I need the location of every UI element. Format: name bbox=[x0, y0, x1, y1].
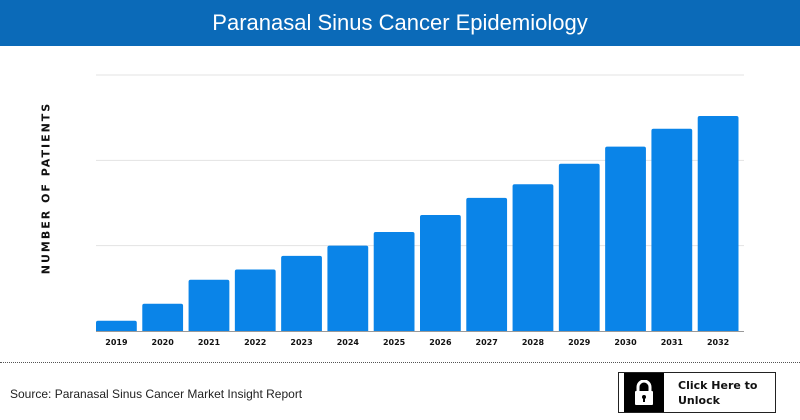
x-tick-label: 2021 bbox=[198, 338, 221, 347]
unlock-button[interactable]: Click Here to Unlock bbox=[618, 372, 776, 413]
bar bbox=[281, 255, 322, 331]
x-tick-label: 2022 bbox=[244, 338, 266, 347]
bar bbox=[512, 184, 554, 331]
bar bbox=[96, 320, 137, 331]
bar bbox=[466, 197, 508, 331]
bar bbox=[234, 269, 276, 331]
chart-title-banner: Paranasal Sinus Cancer Epidemiology bbox=[0, 0, 800, 46]
unlock-label: Click Here to Unlock bbox=[678, 378, 758, 407]
x-tick-label: 2030 bbox=[614, 338, 637, 347]
divider bbox=[0, 362, 800, 363]
x-tick-label: 2025 bbox=[383, 338, 406, 347]
x-tick-label: 2019 bbox=[105, 338, 128, 347]
bar bbox=[420, 214, 461, 331]
bar bbox=[188, 279, 230, 331]
x-tick-label: 2024 bbox=[337, 338, 360, 347]
x-tick-label: 2020 bbox=[152, 338, 175, 347]
bar bbox=[697, 115, 739, 332]
bar bbox=[327, 245, 369, 331]
x-tick-label: 2023 bbox=[290, 338, 312, 347]
x-tick-label: 2031 bbox=[661, 338, 684, 347]
bar bbox=[651, 128, 693, 331]
x-tick-label: 2026 bbox=[429, 338, 452, 347]
x-tick-label: 2028 bbox=[522, 338, 545, 347]
bar bbox=[558, 163, 600, 331]
lock-icon bbox=[624, 373, 664, 412]
bar bbox=[373, 232, 415, 331]
chart-title: Paranasal Sinus Cancer Epidemiology bbox=[212, 10, 588, 35]
bar-chart: 2019 2020 2021 2022 2023 2024 2025 2026 2027 2028… bbox=[96, 74, 744, 347]
x-tick-label: 2032 bbox=[707, 338, 729, 347]
source-text: Source: Paranasal Sinus Cancer Market In… bbox=[10, 387, 303, 401]
bar bbox=[142, 303, 184, 331]
x-tick-label: 2029 bbox=[568, 338, 591, 347]
bar bbox=[605, 146, 646, 331]
x-tick-label: 2027 bbox=[476, 338, 498, 347]
